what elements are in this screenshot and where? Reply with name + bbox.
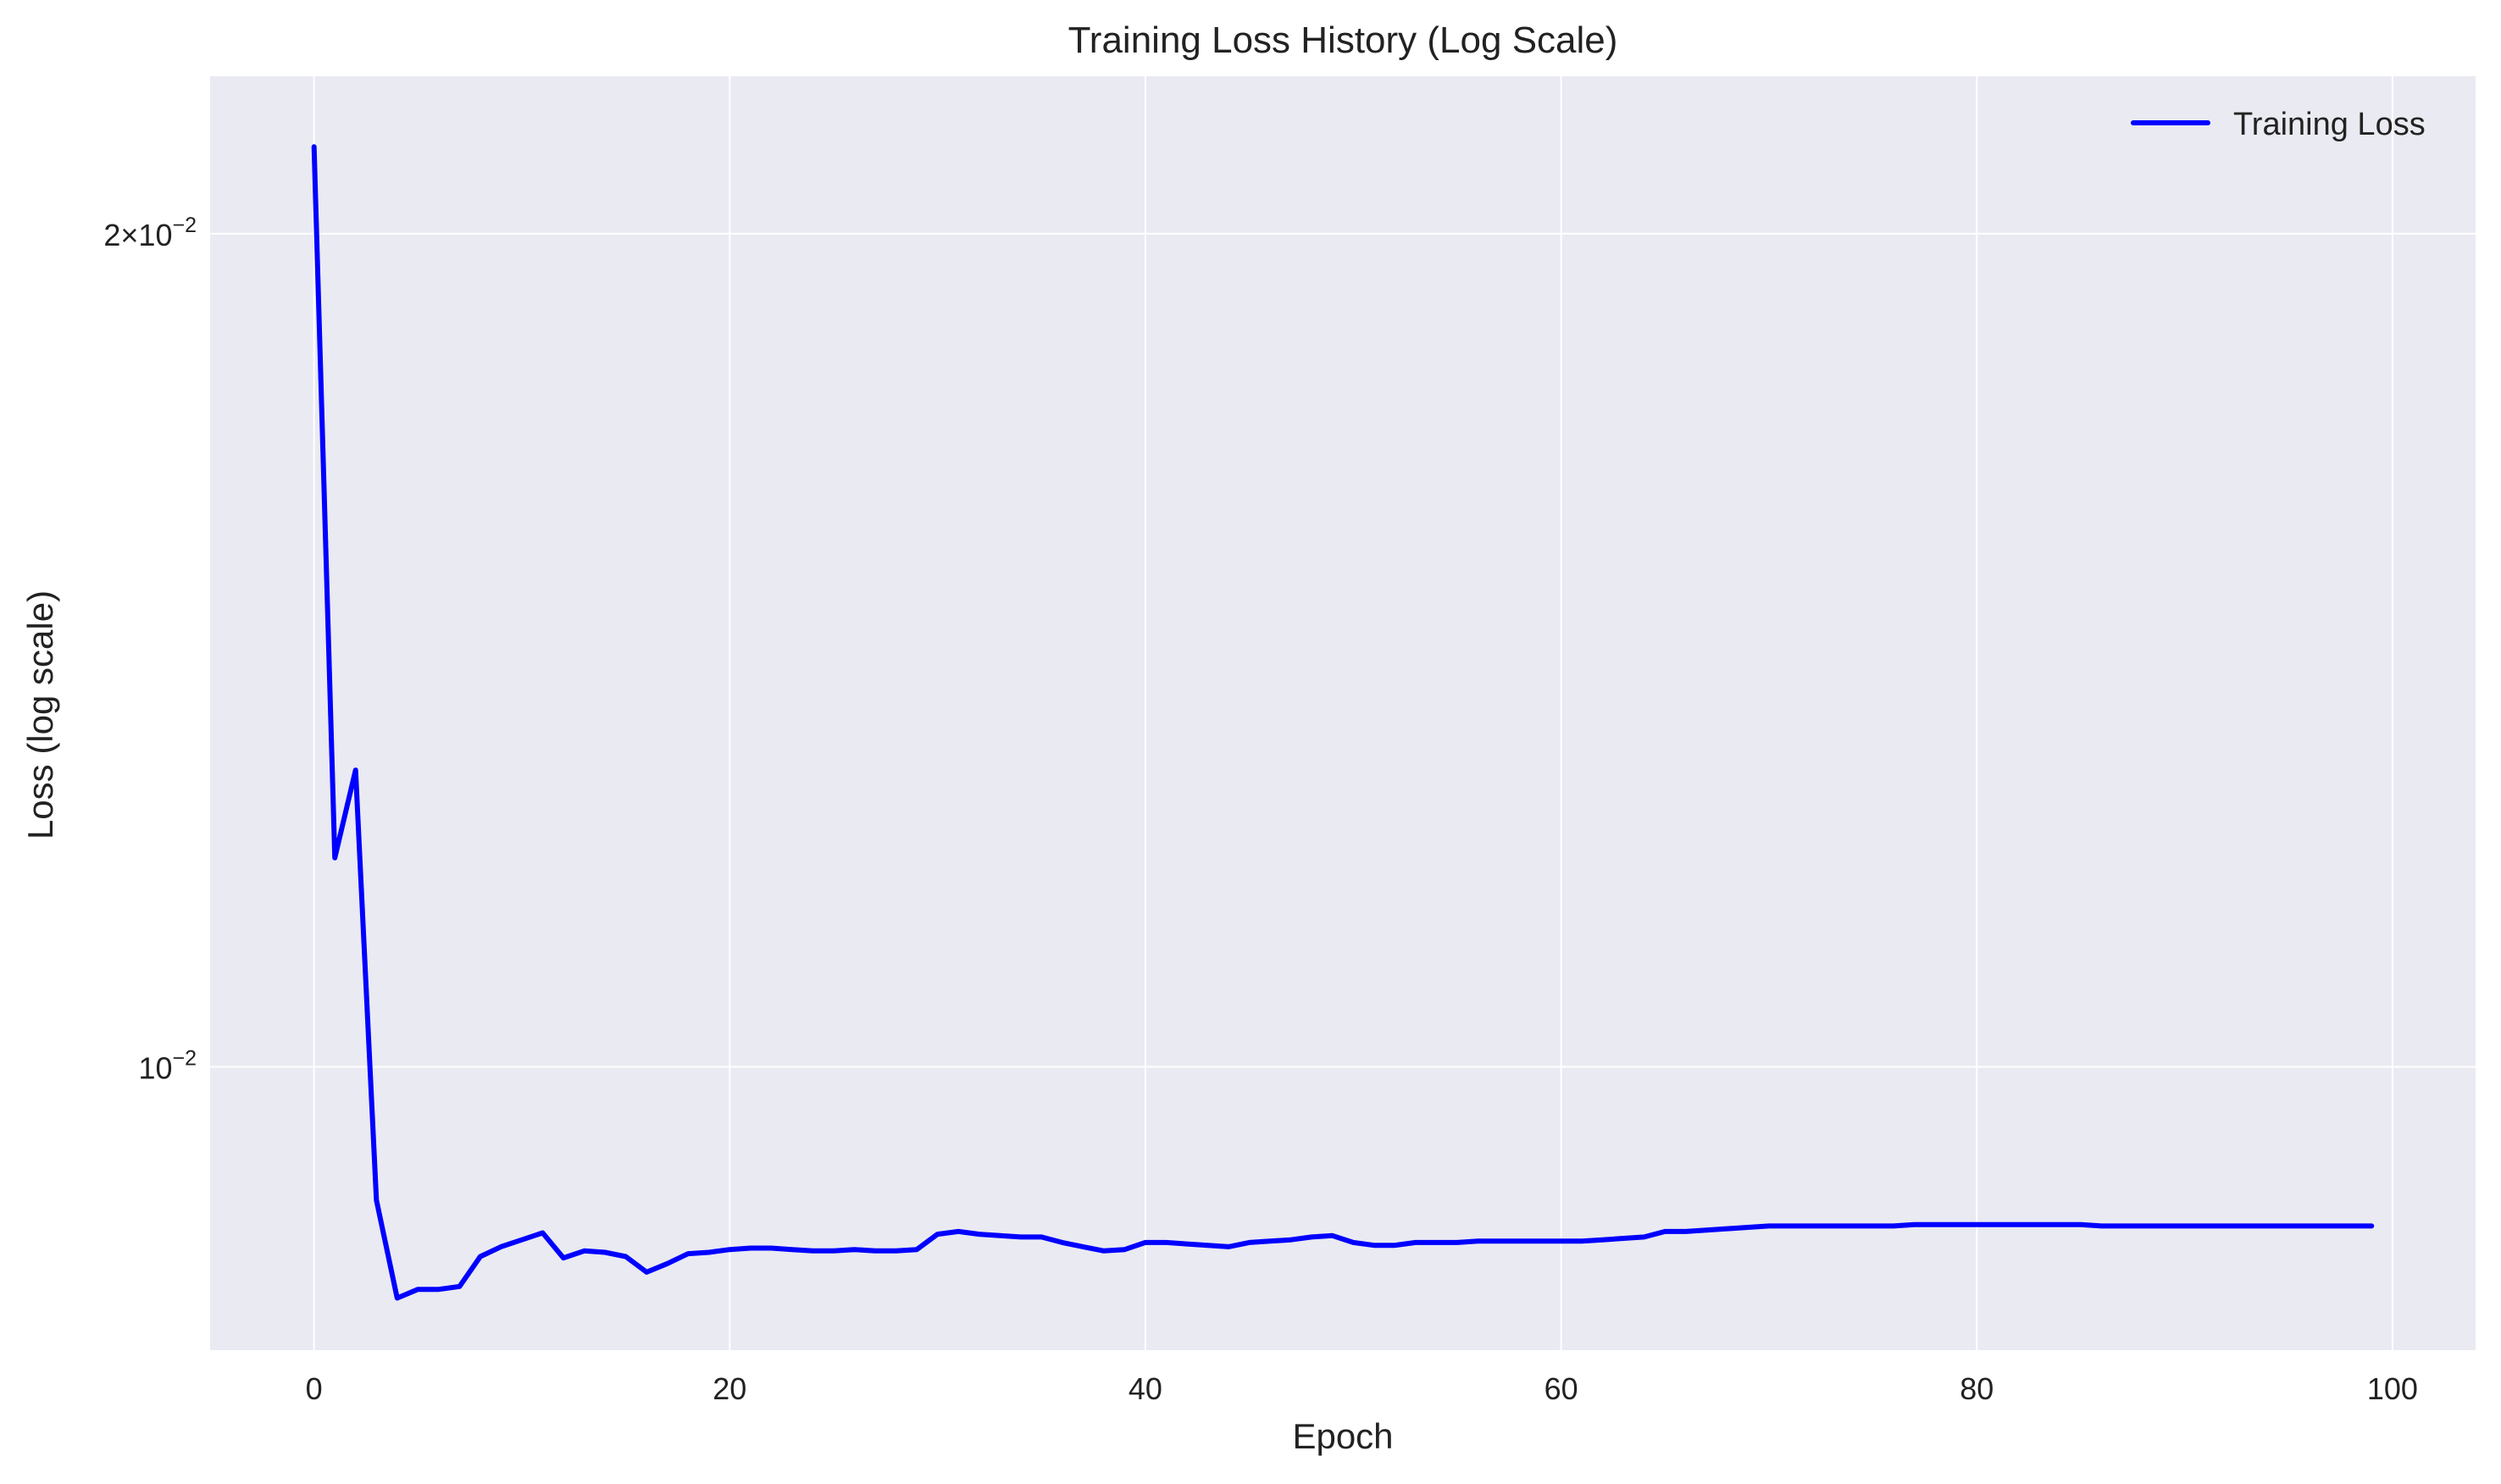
x-tick-label: 60 <box>1544 1371 1578 1406</box>
y-axis-label: Loss (log scale) <box>20 590 60 839</box>
x-tick-label: 100 <box>2367 1371 2418 1406</box>
legend-label-training-loss: Training Loss <box>2233 107 2426 142</box>
y-tick-label: 10−2 <box>138 1047 197 1086</box>
plot-area <box>210 76 2476 1350</box>
axis-ticks: 0 20 40 60 80 100 2×10−2 10−2 <box>103 213 2418 1406</box>
x-tick-label: 40 <box>1128 1371 1162 1406</box>
grid-lines <box>210 76 2476 1350</box>
y-tick-label: 2×10−2 <box>103 213 197 252</box>
series-layer <box>311 144 2375 1301</box>
x-tick-label: 80 <box>1960 1371 1994 1406</box>
x-axis-label: Epoch <box>1292 1416 1393 1456</box>
series-line-training-loss <box>311 144 2375 1301</box>
x-tick-label: 0 <box>306 1371 323 1406</box>
chart-title: Training Loss History (Log Scale) <box>1068 19 1618 61</box>
legend: Training Loss <box>2131 107 2426 142</box>
x-tick-label: 20 <box>713 1371 746 1406</box>
